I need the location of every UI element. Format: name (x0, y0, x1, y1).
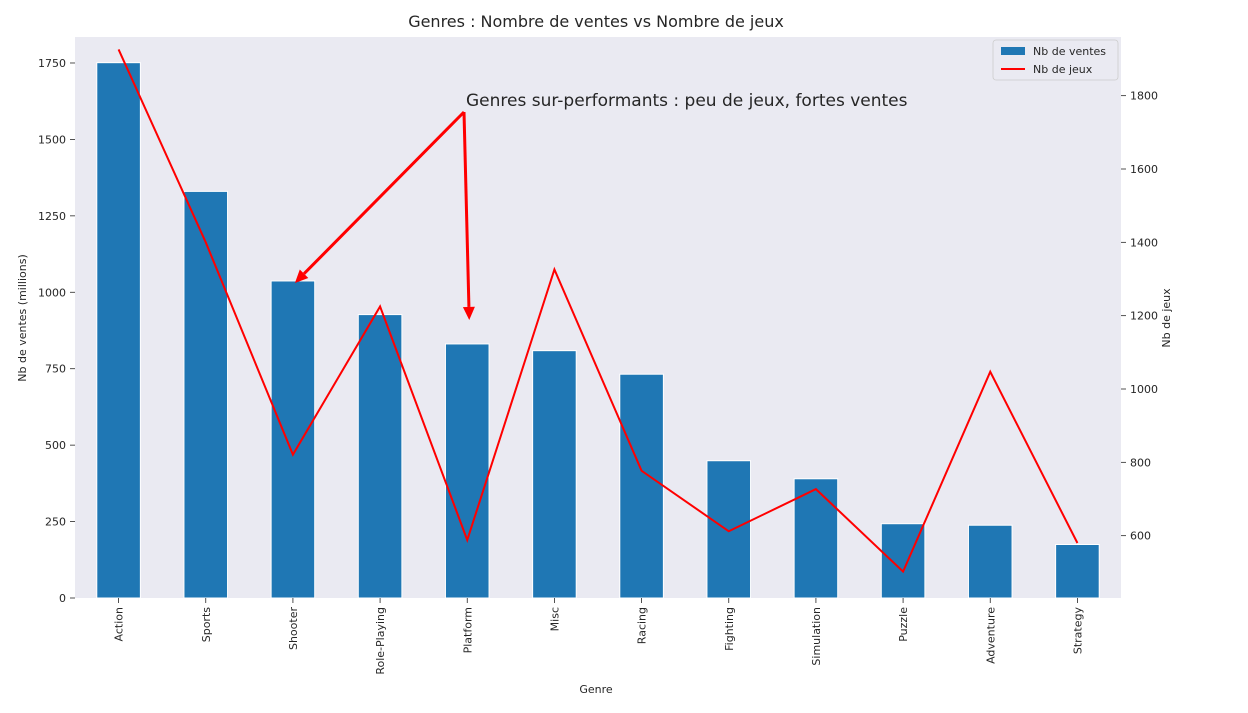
y2-tick-label: 1600 (1130, 163, 1158, 176)
legend-swatch-bar (1001, 47, 1025, 55)
y-tick-label: 0 (59, 592, 66, 605)
annotation-layer: Genres sur-performants : peu de jeux, fo… (294, 91, 908, 320)
bar-shooter (270, 280, 316, 599)
y-tick-label: 1000 (38, 286, 66, 299)
bar-role-playing (357, 314, 403, 599)
bars-layer (96, 62, 1100, 599)
y-tick-label: 1500 (38, 133, 66, 146)
x-axis: Action Sports Shooter Role-Playing Platform M… (113, 598, 1084, 675)
annotation-arrow-platform (462, 111, 471, 307)
x-tick-label-adventure: Adventure (984, 607, 997, 664)
y-tick-label: 250 (45, 516, 66, 529)
annotation-text: Genres sur-performants : peu de jeux, fo… (466, 91, 908, 111)
bar-platform (444, 343, 490, 599)
line-nb-de-jeux (117, 49, 1079, 574)
bar-strategy (1055, 543, 1100, 599)
y-tick-label: 750 (45, 363, 66, 376)
bar-misc (532, 350, 577, 599)
line-layer (117, 49, 1079, 574)
annotation-arrowhead-platform (462, 306, 475, 320)
x-tick-label-puzzle: Puzzle (897, 607, 910, 642)
y2-tick-label: 1000 (1130, 383, 1158, 396)
annotation-arrow-shooter (302, 110, 466, 275)
x-axis-label: Genre (579, 683, 613, 696)
legend: Nb de ventes Nb de jeux (992, 39, 1119, 81)
x-tick-label-sports: Sports (200, 607, 213, 643)
y2-tick-label: 600 (1130, 530, 1151, 543)
y-axis-left: 0 250 500 750 1000 1250 1500 1750 (38, 57, 75, 605)
x-tick-label-role-playing: Role-Playing (374, 607, 387, 675)
x-tick-label-misc: Misc (548, 607, 561, 631)
bar-racing (619, 373, 664, 599)
y-tick-label: 1750 (38, 57, 66, 70)
x-tick-label-shooter: Shooter (287, 607, 300, 650)
x-tick-label-racing: Racing (636, 607, 649, 644)
x-tick-label-strategy: Strategy (1071, 607, 1084, 655)
y2-tick-label: 800 (1130, 456, 1151, 469)
chart-title: Genres : Nombre de ventes vs Nombre de j… (408, 12, 784, 31)
y2-axis-label: Nb de jeux (1160, 288, 1173, 348)
x-tick-label-fighting: Fighting (723, 607, 736, 651)
bar-sports (183, 190, 229, 599)
y2-tick-label: 1800 (1130, 90, 1158, 103)
x-tick-label-action: Action (113, 607, 126, 641)
annotation-arrowhead-shooter (294, 269, 309, 283)
y-tick-label: 500 (45, 439, 66, 452)
legend-label-bar: Nb de ventes (1033, 45, 1106, 58)
y-axis-label: Nb de ventes (millions) (16, 254, 29, 381)
bar-fighting (706, 460, 752, 599)
bar-action (96, 62, 141, 599)
x-tick-label-simulation: Simulation (810, 607, 823, 666)
y2-tick-label: 1200 (1130, 310, 1158, 323)
x-tick-label-platform: Platform (461, 607, 474, 653)
plot-background (75, 37, 1121, 598)
bar-adventure (967, 524, 1013, 599)
y-axis-right: 600 800 1000 1200 1400 1600 1800 (1121, 90, 1158, 543)
legend-label-line: Nb de jeux (1033, 63, 1093, 76)
y2-tick-label: 1400 (1130, 236, 1158, 249)
y-tick-label: 1250 (38, 210, 66, 223)
